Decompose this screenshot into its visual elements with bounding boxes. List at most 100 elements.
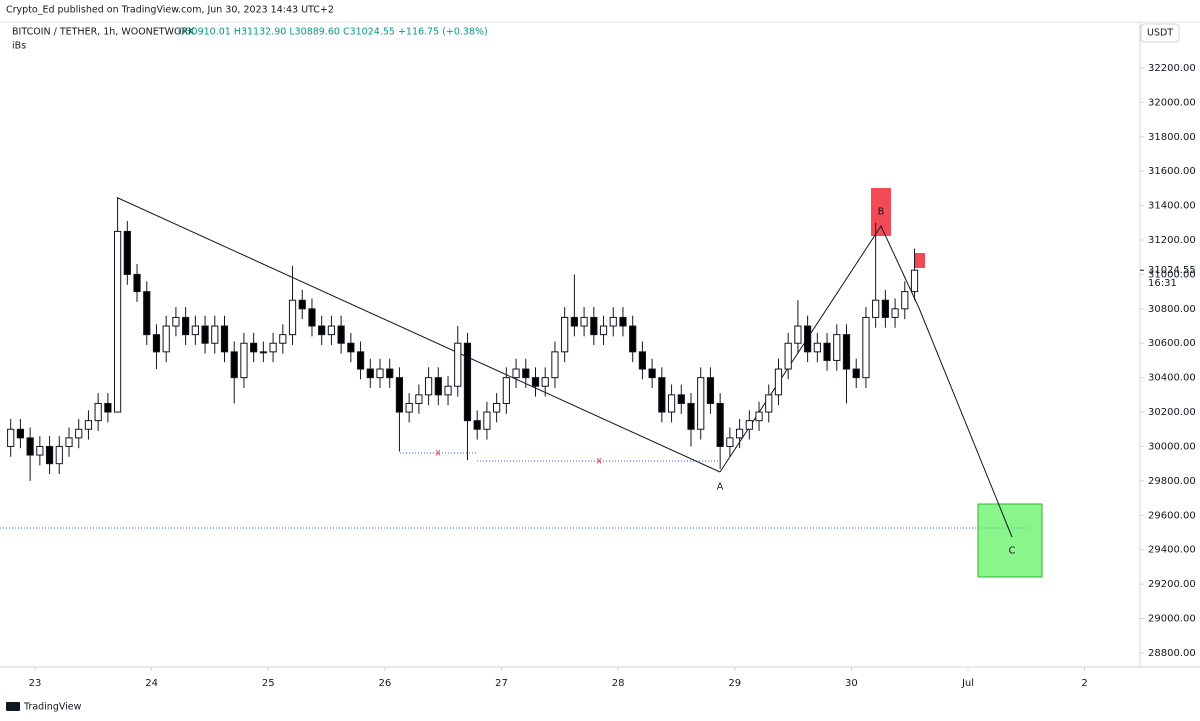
candle-body (599, 325, 608, 336)
candle-body (269, 342, 277, 353)
y-tick-label: 31400.00 (1148, 201, 1196, 212)
candle-body (279, 334, 287, 344)
candle-body (230, 351, 238, 379)
symbol-title: BITCOIN / TETHER, 1h, WOONETWORK (12, 27, 195, 38)
candle-body (172, 316, 180, 327)
y-tick-label: 29200.00 (1148, 579, 1196, 590)
candle-body (687, 402, 695, 430)
x-tick-label: 24 (145, 678, 158, 689)
candle-body (434, 377, 442, 396)
candle-body (833, 334, 841, 361)
candle-body (697, 377, 705, 430)
candle-body (298, 299, 306, 310)
candle-body (804, 325, 812, 353)
candle-body (308, 308, 316, 327)
candle-body (424, 377, 433, 396)
candle-body (259, 351, 267, 354)
x-tick-label: 30 (845, 678, 858, 689)
candle-body (512, 368, 520, 379)
candle-body (619, 316, 627, 327)
candle-body (415, 394, 423, 404)
drawings: A B C x x (0, 188, 1043, 578)
candle-body (376, 368, 384, 379)
candle-body (735, 428, 744, 439)
candle-body (891, 308, 899, 318)
candle-body (881, 299, 889, 318)
candle-body (220, 325, 229, 353)
candle-body (551, 351, 559, 379)
currency[interactable]: USDT (1147, 28, 1173, 39)
candle-body (493, 402, 501, 413)
candle-body (454, 342, 462, 387)
y-tick-label: 30400.00 (1148, 373, 1196, 384)
x-tick-label: 2 (1081, 678, 1087, 689)
candle-body (182, 316, 190, 336)
candle-body (104, 402, 112, 413)
candle-body (347, 342, 355, 353)
footer: TradingView (6, 702, 82, 713)
candle-body (45, 445, 54, 465)
x-tick-label: Jul (961, 678, 974, 689)
candle-body (531, 377, 540, 387)
candle-body (240, 342, 248, 379)
candle-body (113, 230, 122, 413)
candle-body (755, 411, 763, 422)
zone-c (977, 503, 1043, 578)
candle-body (677, 394, 685, 404)
x-tick-label: 26 (378, 678, 391, 689)
currency-box[interactable] (1140, 23, 1180, 43)
y-tick-label: 29400.00 (1148, 545, 1196, 556)
y-tick-label: 32000.00 (1148, 97, 1196, 108)
x-tick-label: 28 (612, 678, 625, 689)
candle-body (901, 291, 909, 310)
candle-body (288, 299, 297, 336)
candle-body (765, 394, 773, 413)
candle-body (658, 377, 666, 413)
candle-body (143, 291, 151, 336)
y-tick-label: 30800.00 (1148, 304, 1196, 315)
candles (7, 196, 919, 481)
label-a: A (717, 482, 724, 493)
candle-body (862, 316, 870, 379)
candle-body (201, 325, 209, 344)
candle-body (629, 325, 637, 353)
label-c: C (1009, 546, 1016, 557)
y-tick-label: 28800.00 (1148, 648, 1196, 659)
y-tick-label: 31600.00 (1148, 166, 1196, 177)
candle-body (638, 351, 647, 370)
candle-body (745, 420, 753, 430)
candle-body (386, 368, 394, 379)
y-tick-label: 30200.00 (1148, 407, 1196, 418)
candle-body (784, 342, 792, 370)
candle-body (726, 437, 734, 447)
candle-body (872, 299, 880, 318)
candle-body (318, 325, 326, 336)
y-tick-label: 29800.00 (1148, 476, 1196, 487)
y-tick-label: 29600.00 (1148, 510, 1196, 521)
y-tick-label: 31800.00 (1148, 132, 1196, 143)
label-x: x (435, 448, 441, 459)
candle-body (794, 325, 802, 344)
y-tick-label: 32200.00 (1148, 63, 1196, 74)
y-tick-label: 30000.00 (1148, 441, 1196, 452)
candle-body (26, 437, 34, 456)
candle-body (211, 325, 219, 344)
candle-body (473, 420, 481, 430)
candle-body (162, 325, 170, 353)
candle-body (84, 420, 93, 430)
candle-body (405, 402, 413, 413)
label-x: x (596, 456, 602, 467)
candle-body (152, 334, 161, 353)
candle-body (648, 368, 656, 379)
candle-body (561, 316, 569, 353)
candle-body (16, 428, 25, 439)
candle-body (123, 230, 131, 275)
candle-body (502, 377, 510, 404)
candle-body (570, 316, 578, 327)
candle-body (541, 377, 549, 387)
candle-body (580, 316, 588, 327)
candle-body (813, 342, 821, 353)
y-tick-label: 31200.00 (1148, 235, 1196, 246)
candle-body (910, 269, 919, 293)
